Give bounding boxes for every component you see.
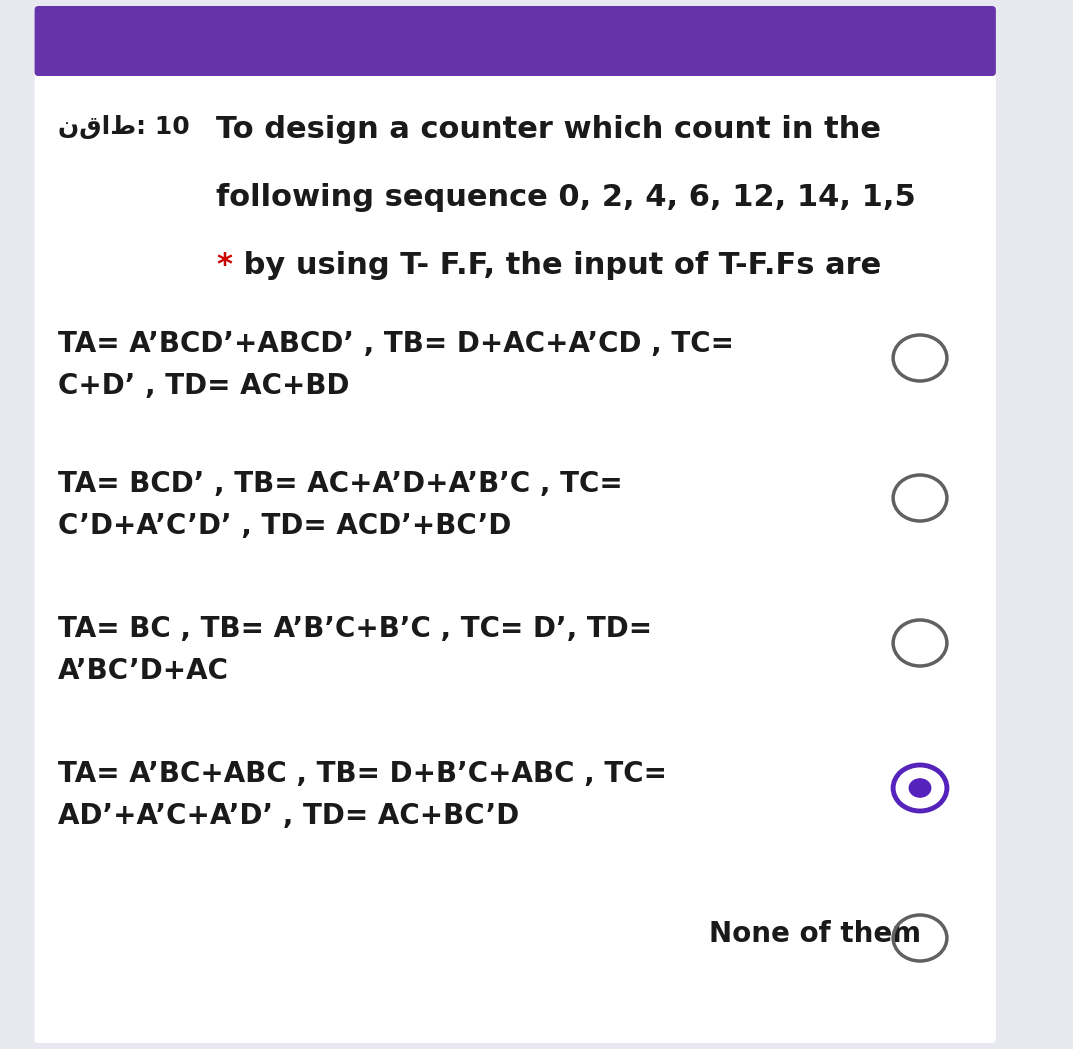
Text: C+D’ , TD= AC+BD: C+D’ , TD= AC+BD bbox=[58, 372, 349, 400]
Text: by using T- F.F, the input of T-F.Fs are: by using T- F.F, the input of T-F.Fs are bbox=[233, 251, 882, 280]
Text: A’BC’D+AC: A’BC’D+AC bbox=[58, 657, 229, 685]
Text: None of them: None of them bbox=[709, 920, 921, 948]
Text: نقاط: 10: نقاط: 10 bbox=[58, 115, 189, 140]
Text: TA= BCD’ , TB= AC+A’D+A’B’C , TC=: TA= BCD’ , TB= AC+A’D+A’B’C , TC= bbox=[58, 470, 622, 498]
Text: TA= A’BC+ABC , TB= D+B’C+ABC , TC=: TA= A’BC+ABC , TB= D+B’C+ABC , TC= bbox=[58, 759, 666, 788]
Text: To design a counter which count in the: To design a counter which count in the bbox=[216, 115, 881, 144]
Ellipse shape bbox=[909, 778, 931, 798]
Text: *: * bbox=[216, 251, 232, 280]
FancyBboxPatch shape bbox=[34, 6, 996, 76]
Text: following sequence 0, 2, 4, 6, 12, 14, 1,5: following sequence 0, 2, 4, 6, 12, 14, 1… bbox=[216, 183, 916, 212]
FancyBboxPatch shape bbox=[34, 6, 996, 1043]
Text: AD’+A’C+A’D’ , TD= AC+BC’D: AD’+A’C+A’D’ , TD= AC+BC’D bbox=[58, 802, 519, 830]
Text: TA= BC , TB= A’B’C+B’C , TC= D’, TD=: TA= BC , TB= A’B’C+B’C , TC= D’, TD= bbox=[58, 615, 651, 643]
Text: TA= A’BCD’+ABCD’ , TB= D+AC+A’CD , TC=: TA= A’BCD’+ABCD’ , TB= D+AC+A’CD , TC= bbox=[58, 330, 734, 358]
Text: C’D+A’C’D’ , TD= ACD’+BC’D: C’D+A’C’D’ , TD= ACD’+BC’D bbox=[58, 512, 511, 540]
